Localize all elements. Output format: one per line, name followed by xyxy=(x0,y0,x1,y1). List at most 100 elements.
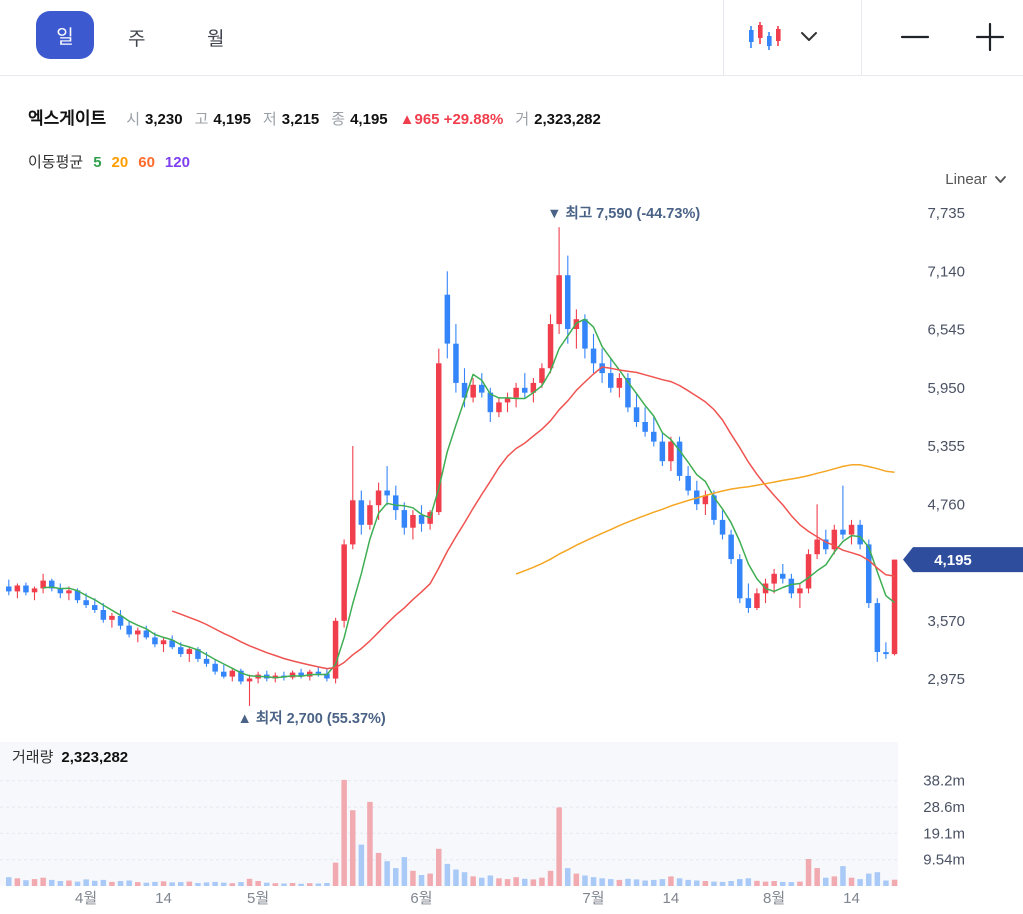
candle-body xyxy=(891,559,898,655)
volume-bar xyxy=(178,882,184,886)
volume-axis-label: 9.54m xyxy=(923,852,965,869)
toolbar-divider xyxy=(723,0,724,75)
candle-body xyxy=(49,580,55,589)
candle-body xyxy=(109,615,115,620)
candle-body xyxy=(737,559,743,599)
scale-selector[interactable]: Linear xyxy=(945,171,1007,188)
candle-body xyxy=(315,671,322,674)
volume-bar xyxy=(109,881,115,886)
candle-body xyxy=(212,663,218,672)
volume-bar xyxy=(384,861,390,886)
candle-body xyxy=(590,348,597,364)
minus-icon xyxy=(900,35,930,55)
volume-bar xyxy=(152,881,158,886)
candle-body xyxy=(496,402,502,413)
candle-body xyxy=(745,598,752,608)
tab-day[interactable]: 일 xyxy=(36,11,94,59)
volume-value: 2,323,282 xyxy=(61,749,129,766)
volume-label: 거래량 xyxy=(12,749,54,766)
volume-bar xyxy=(616,879,623,886)
volume-bar xyxy=(14,878,21,886)
candle-body xyxy=(203,658,210,664)
ma5-line xyxy=(43,318,895,679)
volume-axis-label: 38.2m xyxy=(923,773,965,790)
candle-body xyxy=(530,382,537,393)
candle-body xyxy=(711,495,717,520)
volume-bar xyxy=(393,868,399,886)
volume-bar xyxy=(590,877,597,886)
price-axis-label: 7,735 xyxy=(927,205,965,222)
candle-body xyxy=(289,672,296,678)
candle-body xyxy=(221,671,227,677)
volume-bar xyxy=(762,881,769,886)
ma-legend-20: 20 xyxy=(111,154,129,171)
volume-bar xyxy=(797,881,803,886)
candle-body xyxy=(57,588,64,594)
volume-bar xyxy=(866,873,872,886)
candle-body xyxy=(375,490,382,506)
volume-bar xyxy=(126,880,132,886)
tab-week[interactable]: 주 xyxy=(128,24,145,51)
candle-body xyxy=(195,649,201,659)
candle-body xyxy=(797,588,803,594)
volume-bar xyxy=(848,877,855,886)
field-low: 저 3,215 xyxy=(262,111,320,128)
volume-bar xyxy=(410,870,416,886)
volume-bar xyxy=(6,877,12,886)
price-axis-label: 2,975 xyxy=(927,671,965,688)
volume-bar xyxy=(814,868,820,886)
volume-panel-title: 거래량 2,323,282 xyxy=(12,746,128,767)
volume-bar xyxy=(186,881,193,886)
volume-bar xyxy=(49,879,55,886)
candle-body xyxy=(143,630,150,638)
candle-body xyxy=(14,585,21,592)
candle-body xyxy=(565,275,571,329)
volume-bar xyxy=(651,879,657,886)
volume-bar xyxy=(160,881,167,886)
candle-body xyxy=(539,368,545,383)
volume-bar xyxy=(221,882,227,886)
field-high: 고 4,195 xyxy=(194,111,251,128)
volume-bar xyxy=(195,883,201,886)
candle-body xyxy=(633,407,640,422)
volume-bar xyxy=(891,879,898,886)
candle-body xyxy=(848,524,855,535)
candle-body xyxy=(152,637,158,645)
x-axis-label: 14 xyxy=(843,890,860,907)
ma-legend: 이동평균 5 20 60 120 xyxy=(28,151,190,172)
volume-bar xyxy=(504,879,511,886)
candlestick-chart-icon xyxy=(747,20,781,57)
volume-bar xyxy=(728,881,734,886)
volume-bar xyxy=(831,876,838,886)
volume-bar xyxy=(212,881,218,886)
candle-body xyxy=(436,363,442,513)
current-price-badge-label: 4,195 xyxy=(934,552,972,569)
candle-body xyxy=(685,475,691,491)
candle-body xyxy=(92,605,98,610)
zoom-in-button[interactable] xyxy=(970,18,1010,58)
chart-type-dropdown[interactable] xyxy=(747,16,847,60)
volume-bar xyxy=(745,878,752,886)
candle-body xyxy=(410,515,416,528)
volume-bar xyxy=(522,878,528,886)
volume-bar xyxy=(702,881,709,886)
candle-body xyxy=(513,387,519,398)
candle-body xyxy=(522,387,528,393)
stock-name: 엑스게이트 xyxy=(28,109,107,128)
volume-bar xyxy=(676,878,683,886)
candle-body xyxy=(367,505,373,525)
candle-body xyxy=(83,600,89,606)
volume-bar xyxy=(642,880,648,886)
zoom-out-button[interactable] xyxy=(895,18,935,58)
candle-body xyxy=(178,647,184,655)
candle-body xyxy=(556,275,562,325)
volume-bar xyxy=(281,883,287,886)
tab-month[interactable]: 월 xyxy=(207,24,224,51)
volume-bar xyxy=(754,880,760,886)
volume-bar xyxy=(117,881,124,886)
ma60-line xyxy=(515,464,895,575)
volume-bar xyxy=(487,875,494,886)
volume-axis-label: 19.1m xyxy=(923,825,965,842)
candle-body xyxy=(702,495,709,505)
